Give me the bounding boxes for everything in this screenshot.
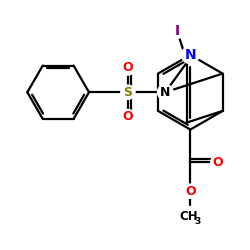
Circle shape	[178, 206, 203, 231]
Circle shape	[121, 110, 135, 124]
Text: O: O	[122, 62, 133, 74]
Text: O: O	[185, 185, 196, 198]
Circle shape	[121, 85, 135, 100]
Circle shape	[183, 184, 198, 198]
Circle shape	[158, 84, 173, 100]
Circle shape	[121, 61, 135, 75]
Text: O: O	[122, 110, 133, 123]
Text: N: N	[184, 48, 196, 62]
Text: N: N	[160, 86, 170, 99]
Text: S: S	[124, 86, 132, 99]
Circle shape	[211, 155, 225, 169]
Text: I: I	[174, 24, 180, 38]
Text: 3: 3	[194, 217, 200, 226]
Circle shape	[182, 46, 199, 64]
Circle shape	[170, 24, 184, 38]
Text: O: O	[212, 156, 223, 168]
Text: CH: CH	[180, 210, 198, 223]
